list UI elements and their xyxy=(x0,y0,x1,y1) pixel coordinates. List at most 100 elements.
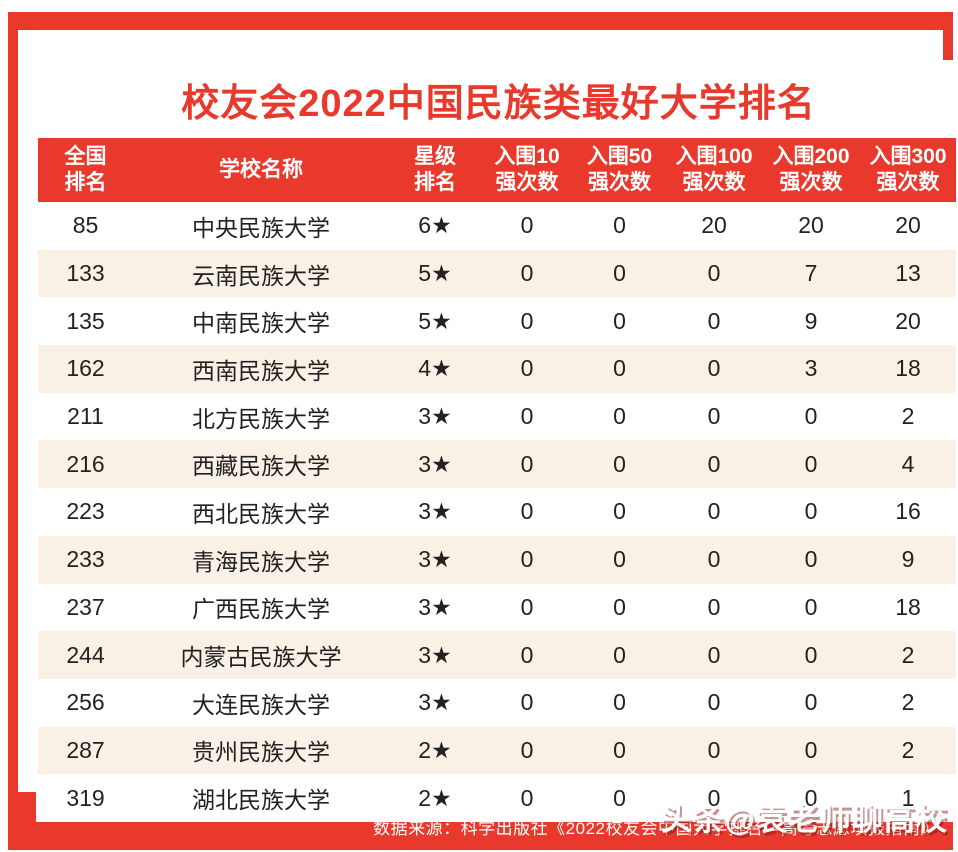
top300-count-cell: 1 xyxy=(901,784,915,811)
top10-count-cell: 0 xyxy=(520,546,534,573)
table-row: 223 西北民族大学 3★ 0 0 0 0 16 xyxy=(38,488,956,536)
top10-count-cell: 0 xyxy=(520,403,534,430)
top100-count-cell: 0 xyxy=(707,498,721,525)
top300-count-cell: 2 xyxy=(901,403,915,430)
school-name-cell: 西南民族大学 xyxy=(192,357,330,384)
top200-count-cell: 0 xyxy=(804,736,818,763)
top300-count-cell: 20 xyxy=(895,212,921,239)
table-row: 216 西藏民族大学 3★ 0 0 0 0 4 xyxy=(38,440,956,489)
star-rating-cell: 3★ xyxy=(418,403,452,430)
rank-cell: 85 xyxy=(72,212,99,239)
top200-count-cell: 0 xyxy=(804,403,818,430)
rank-cell: 133 xyxy=(66,260,105,287)
top50-count-cell: 0 xyxy=(613,689,626,716)
red-frame: 校友会2022中国民族类最好大学排名 全国 排名 学校名称 星级 排名 入围10 强次… xyxy=(8,12,958,850)
content-area: 校友会2022中国民族类最好大学排名 全国 排名 学校名称 星级 排名 入围10 强次… xyxy=(36,60,958,822)
top50-count-cell: 0 xyxy=(613,736,626,763)
rank-cell: 223 xyxy=(66,498,105,525)
star-rating-cell: 3★ xyxy=(418,498,452,525)
table-row: 162 西南民族大学 4★ 0 0 0 3 18 xyxy=(38,345,956,393)
data-source-note: 数据来源：科学出版社《2022校友会中国大学排名—高考志愿填报指南》 xyxy=(373,819,938,838)
rank-cell: 211 xyxy=(67,403,104,430)
top50-count-cell: 0 xyxy=(613,784,626,811)
top10-count-cell: 0 xyxy=(520,593,534,620)
table-row: 85 中央民族大学 6★ 0 0 20 20 20 xyxy=(38,202,956,250)
top100-count-cell: 0 xyxy=(707,307,721,334)
table-row: 233 青海民族大学 3★ 0 0 0 0 9 xyxy=(38,535,956,584)
star-rating-cell: 3★ xyxy=(418,546,452,573)
school-name-cell: 青海民族大学 xyxy=(192,548,330,575)
title-band: 校友会2022中国民族类最好大学排名 xyxy=(36,60,958,138)
rank-cell: 287 xyxy=(66,736,105,763)
column-header-top200-count: 入围200 强次数 xyxy=(772,145,850,194)
top100-count-cell: 0 xyxy=(707,736,721,763)
top200-count-cell: 0 xyxy=(804,689,818,716)
top300-count-cell: 16 xyxy=(895,498,921,525)
rank-cell: 319 xyxy=(66,784,105,811)
school-name-cell: 北方民族大学 xyxy=(192,405,330,432)
top200-count-cell: 0 xyxy=(804,546,818,573)
star-rating-cell: 5★ xyxy=(418,307,452,334)
top50-count-cell: 0 xyxy=(613,450,626,477)
table-row: 287 贵州民族大学 2★ 0 0 0 0 2 xyxy=(38,726,956,775)
school-name-cell: 中央民族大学 xyxy=(192,214,330,241)
school-name-cell: 大连民族大学 xyxy=(192,691,330,718)
top100-count-cell: 0 xyxy=(707,450,721,477)
top100-count-cell: 0 xyxy=(707,784,721,811)
star-rating-cell: 3★ xyxy=(418,689,452,716)
top50-count-cell: 0 xyxy=(613,593,626,620)
top200-count-cell: 3 xyxy=(804,355,818,382)
school-name-cell: 贵州民族大学 xyxy=(192,739,330,766)
top10-count-cell: 0 xyxy=(520,307,534,334)
table-row: 244 内蒙古民族大学 3★ 0 0 0 0 2 xyxy=(38,631,956,679)
top300-count-cell: 18 xyxy=(895,355,921,382)
top100-count-cell: 0 xyxy=(707,403,721,430)
top10-count-cell: 0 xyxy=(520,212,534,239)
top200-count-cell: 9 xyxy=(804,307,818,334)
rank-cell: 244 xyxy=(66,641,105,668)
top10-count-cell: 0 xyxy=(520,450,534,477)
column-header-top50-count: 入围50 强次数 xyxy=(586,145,653,194)
top200-count-cell: 7 xyxy=(804,260,818,287)
school-name-cell: 广西民族大学 xyxy=(192,596,330,623)
top300-count-cell: 2 xyxy=(901,689,915,716)
school-name-cell: 中南民族大学 xyxy=(192,310,330,337)
top100-count-cell: 0 xyxy=(707,641,721,668)
top10-count-cell: 0 xyxy=(520,736,534,763)
rank-cell: 233 xyxy=(66,546,105,573)
rank-cell: 256 xyxy=(66,689,105,716)
top50-count-cell: 0 xyxy=(613,546,626,573)
top100-count-cell: 0 xyxy=(707,355,721,382)
table-row: 256 大连民族大学 3★ 0 0 0 0 2 xyxy=(38,678,956,727)
top100-count-cell: 0 xyxy=(707,593,721,620)
school-name-cell: 云南民族大学 xyxy=(192,262,330,289)
top300-count-cell: 20 xyxy=(895,307,921,334)
page-title: 校友会2022中国民族类最好大学排名 xyxy=(181,82,816,125)
table-row: 135 中南民族大学 5★ 0 0 0 9 20 xyxy=(38,297,956,346)
school-name-cell: 西北民族大学 xyxy=(192,500,330,527)
top100-count-cell: 20 xyxy=(701,212,727,239)
top50-count-cell: 0 xyxy=(613,403,626,430)
table-row: 237 广西民族大学 3★ 0 0 0 0 18 xyxy=(38,583,956,632)
top200-count-cell: 20 xyxy=(798,212,824,239)
column-header-top300-count: 入围300 强次数 xyxy=(869,145,947,194)
top100-count-cell: 0 xyxy=(707,689,721,716)
star-rating-cell: 3★ xyxy=(418,450,452,477)
star-rating-cell: 2★ xyxy=(418,736,452,763)
top200-count-cell: 0 xyxy=(804,498,818,525)
school-name-cell: 西藏民族大学 xyxy=(192,453,330,480)
table-body: 85 中央民族大学 6★ 0 0 20 20 20 133 云南民族大学 5★ 0 0 0 7 13 135 中南… xyxy=(38,202,956,822)
ranking-table: 全国 排名 学校名称 星级 排名 入围10 强次数 入围50 强次数 入围100 强次数入… xyxy=(38,138,956,822)
column-header-rank: 全国 排名 xyxy=(64,145,107,194)
top50-count-cell: 0 xyxy=(613,307,626,334)
star-rating-cell: 3★ xyxy=(418,593,452,620)
top200-count-cell: 0 xyxy=(804,593,818,620)
rank-cell: 216 xyxy=(66,450,105,477)
school-name-cell: 湖北民族大学 xyxy=(192,787,330,814)
top50-count-cell: 0 xyxy=(613,641,626,668)
top300-count-cell: 13 xyxy=(895,260,921,287)
top300-count-cell: 18 xyxy=(895,593,921,620)
watermark: 头条@袁老师聊高校 xyxy=(660,802,948,837)
top200-count-cell: 0 xyxy=(804,450,818,477)
